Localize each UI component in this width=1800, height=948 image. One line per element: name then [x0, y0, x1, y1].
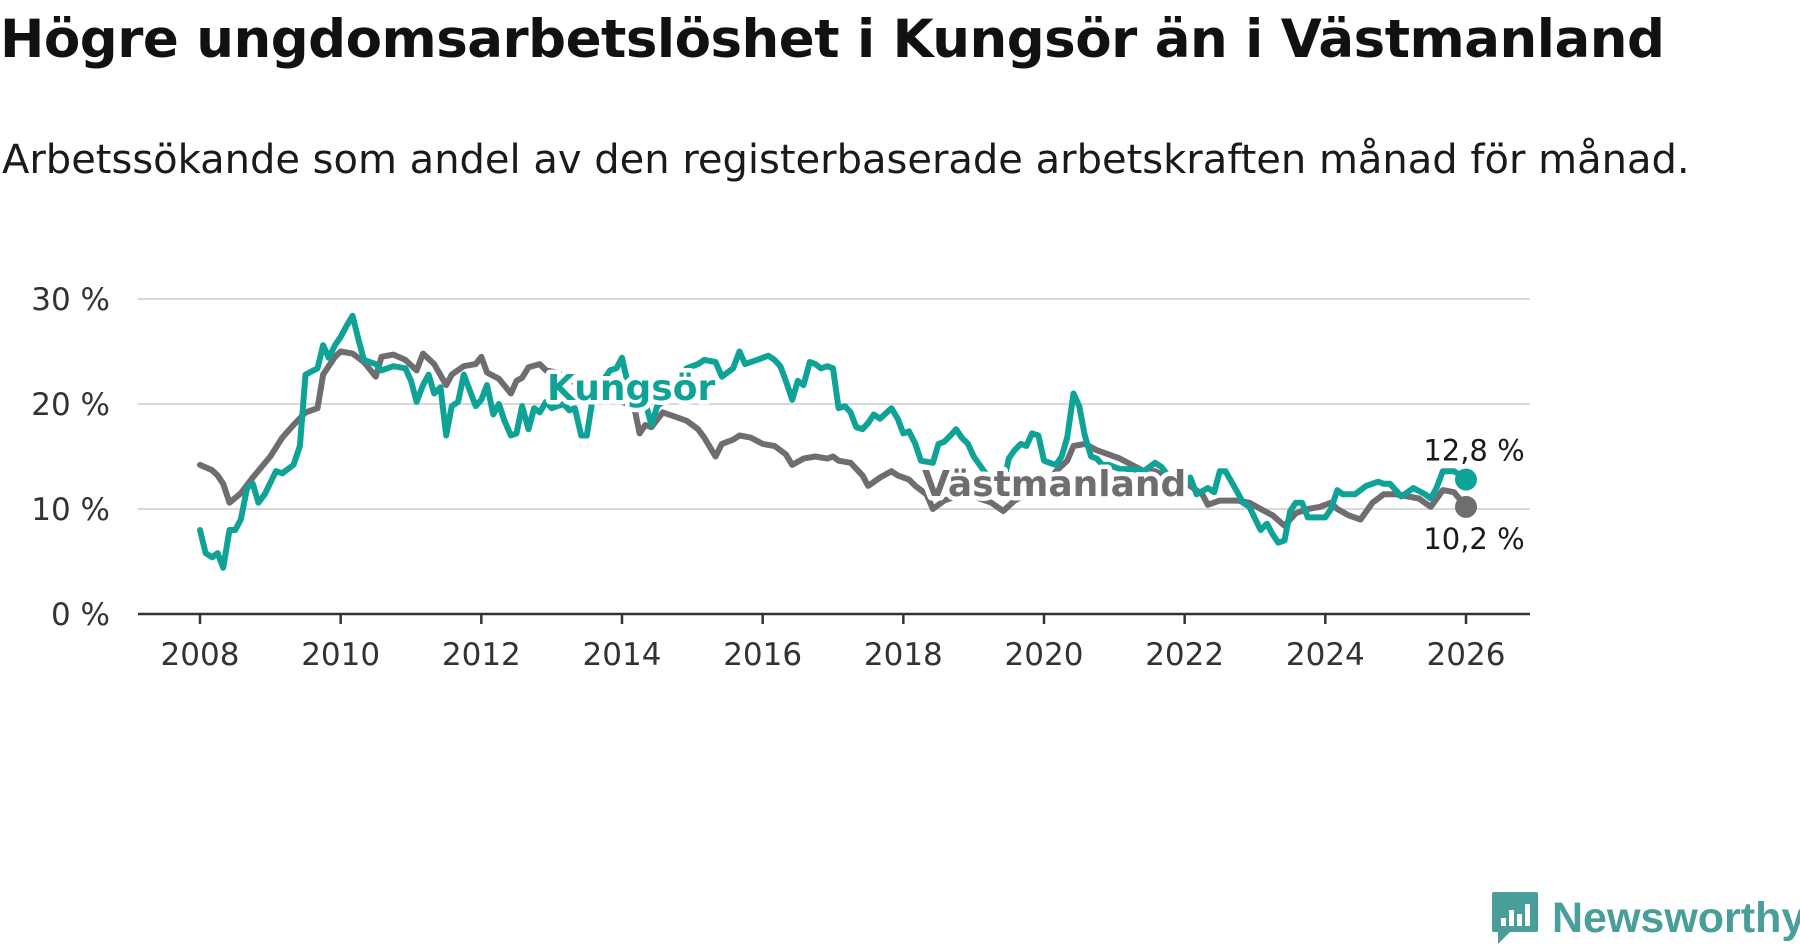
- chart-title: Högre ungdomsarbetslöshet i Kungsör än i…: [0, 9, 1665, 70]
- brand: Newsworthy: [1490, 888, 1800, 948]
- gridlines: [138, 298, 1530, 510]
- end-marker-kungs-r: [1455, 468, 1477, 491]
- x-tick-label: 2018: [864, 637, 943, 673]
- series-label-kungsor: Kungsör: [547, 368, 715, 409]
- series-lines: [197, 312, 1477, 571]
- y-tick-label: 30 %: [31, 282, 110, 318]
- x-tick-label: 2022: [1145, 637, 1224, 673]
- end-marker-v-stmanland: [1455, 495, 1477, 518]
- y-tick-label: 0 %: [51, 597, 110, 633]
- series-line-kungs-r: [197, 312, 1469, 571]
- series-line-v-stmanland: [197, 348, 1469, 529]
- x-tick-label: 2016: [723, 637, 802, 673]
- x-tick-label: 2012: [442, 637, 521, 673]
- x-tick-label: 2024: [1286, 637, 1365, 673]
- x-tick-label: 2014: [583, 637, 662, 673]
- end-label-kungsor: 12,8 %: [1423, 434, 1524, 468]
- y-tick-label: 10 %: [31, 492, 110, 528]
- x-tick-label: 2026: [1427, 637, 1506, 673]
- chart-labels: 12,8 % 10,2 % Kungsör Västmanland: [543, 364, 1525, 556]
- y-tick-label: 20 %: [31, 387, 110, 423]
- x-tick-label: 2020: [1005, 637, 1084, 673]
- brand-name: Newsworthy: [1552, 893, 1800, 942]
- end-label-vastmanland: 10,2 %: [1423, 522, 1524, 556]
- chart-subtitle: Arbetssökande som andel av den registerb…: [2, 137, 1690, 183]
- series-label-vastmanland: Västmanland: [922, 464, 1186, 505]
- axes: 0 % 10 % 20 % 30 % 2008 2010 2012 2014 2016 2018 2…: [31, 282, 1530, 673]
- x-tick-label: 2008: [161, 637, 240, 673]
- x-tick-label: 2010: [301, 637, 380, 673]
- newsworthy-logo-icon: [1492, 892, 1538, 944]
